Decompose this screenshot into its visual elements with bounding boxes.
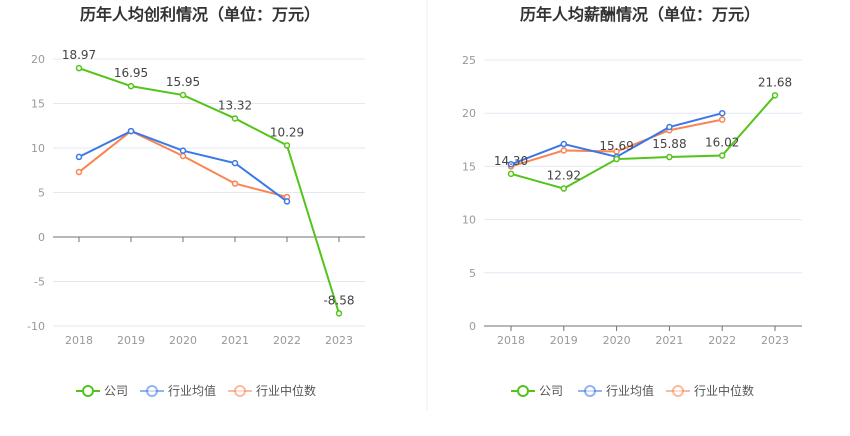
y-tick-label: 0 xyxy=(38,231,45,244)
data-point xyxy=(283,142,291,149)
y-tick-label: 20 xyxy=(31,53,45,66)
data-point xyxy=(666,153,673,161)
legend-item-2[interactable]: 行业中位数 xyxy=(666,383,754,398)
data-point xyxy=(75,168,83,176)
data-label: -8.58 xyxy=(323,293,354,307)
legend-label: 公司 xyxy=(539,384,563,398)
data-point xyxy=(179,91,187,99)
chart-title-right: 历年人均薪酬情况（单位：万元） xyxy=(520,5,760,24)
data-label: 18.97 xyxy=(62,48,96,62)
x-tick-label: 2019 xyxy=(117,334,145,347)
data-point xyxy=(231,180,239,187)
legend-label: 行业均值 xyxy=(606,383,654,398)
y-tick-label: 10 xyxy=(462,214,476,227)
data-point xyxy=(666,123,673,131)
legend-label: 公司 xyxy=(104,384,128,398)
x-tick-label: 2020 xyxy=(169,334,197,347)
series-line-1 xyxy=(78,130,288,203)
y-tick-label: -10 xyxy=(27,320,45,333)
data-label: 13.32 xyxy=(218,98,252,112)
legend-label: 行业中位数 xyxy=(256,383,316,398)
data-point xyxy=(507,170,515,178)
data-point xyxy=(75,64,83,72)
x-tick-label: 2019 xyxy=(550,334,578,347)
x-tick-label: 2018 xyxy=(65,334,93,347)
series-line-0 xyxy=(510,94,776,190)
legend-item-0[interactable]: 公司 xyxy=(511,384,563,398)
data-point xyxy=(560,185,568,192)
y-tick-label: 15 xyxy=(462,160,476,173)
data-point xyxy=(718,109,726,117)
data-label: 16.95 xyxy=(114,66,148,80)
data-point xyxy=(179,152,187,160)
data-point xyxy=(507,161,515,168)
x-tick-label: 2023 xyxy=(325,334,353,347)
chart-0: 20 15 10 5 0 -5 -10 2018 2019 2020 2021 2022 2023 18.… xyxy=(27,48,365,398)
data-point xyxy=(231,115,239,122)
y-tick-label: 5 xyxy=(469,267,476,280)
data-point xyxy=(560,147,568,154)
chart-title-left: 历年人均创利情况（单位：万元） xyxy=(80,5,320,24)
x-tick-label: 2023 xyxy=(761,334,789,347)
x-tick-label: 2021 xyxy=(655,334,683,347)
legend-item-1[interactable]: 行业均值 xyxy=(140,383,216,398)
data-label: 15.95 xyxy=(166,75,200,89)
x-tick-label: 2021 xyxy=(221,334,249,347)
y-tick-label: -5 xyxy=(34,276,45,289)
legend-label: 行业均值 xyxy=(168,383,216,398)
data-label: 16.02 xyxy=(705,136,739,150)
legend-item-1[interactable]: 行业均值 xyxy=(578,383,654,398)
data-label: 10.29 xyxy=(270,125,304,139)
data-point xyxy=(75,153,83,161)
data-point xyxy=(718,116,726,123)
x-tick-label: 2022 xyxy=(708,334,736,347)
y-tick-label: 5 xyxy=(38,187,45,200)
data-label: 15.69 xyxy=(599,139,633,153)
data-point xyxy=(560,140,568,148)
y-tick-label: 0 xyxy=(469,320,476,333)
series-line-0 xyxy=(78,67,340,314)
data-point xyxy=(613,155,620,163)
data-point xyxy=(179,147,187,154)
chart-1: 25 20 15 10 5 0 2018 2019 2020 2021 2022 2023 14.30 1… xyxy=(462,54,802,398)
legend-marker-icon xyxy=(672,385,684,397)
data-point xyxy=(231,159,239,167)
data-label: 14.30 xyxy=(494,154,528,168)
legend-item-0[interactable]: 公司 xyxy=(76,384,128,398)
data-point xyxy=(718,152,726,159)
data-point xyxy=(283,198,291,205)
legend-marker-icon xyxy=(584,385,596,397)
legend-item-2[interactable]: 行业中位数 xyxy=(228,383,316,398)
y-tick-label: 10 xyxy=(31,142,45,155)
y-tick-label: 15 xyxy=(31,98,45,111)
data-point xyxy=(127,82,135,90)
legend-marker-icon xyxy=(146,385,158,397)
x-tick-label: 2022 xyxy=(273,334,301,347)
data-point xyxy=(335,310,343,317)
legend-label: 行业中位数 xyxy=(694,383,754,398)
legend-marker-icon xyxy=(517,385,529,397)
y-tick-label: 25 xyxy=(462,54,476,67)
data-point xyxy=(127,127,135,135)
x-tick-label: 2020 xyxy=(603,334,631,347)
data-label: 21.68 xyxy=(758,75,792,89)
legend-marker-icon xyxy=(82,385,94,397)
data-label: 15.88 xyxy=(652,137,686,151)
data-point xyxy=(771,92,779,99)
y-tick-label: 20 xyxy=(462,107,476,120)
data-label: 12.92 xyxy=(547,169,581,183)
legend-marker-icon xyxy=(234,385,246,397)
x-tick-label: 2018 xyxy=(497,334,525,347)
